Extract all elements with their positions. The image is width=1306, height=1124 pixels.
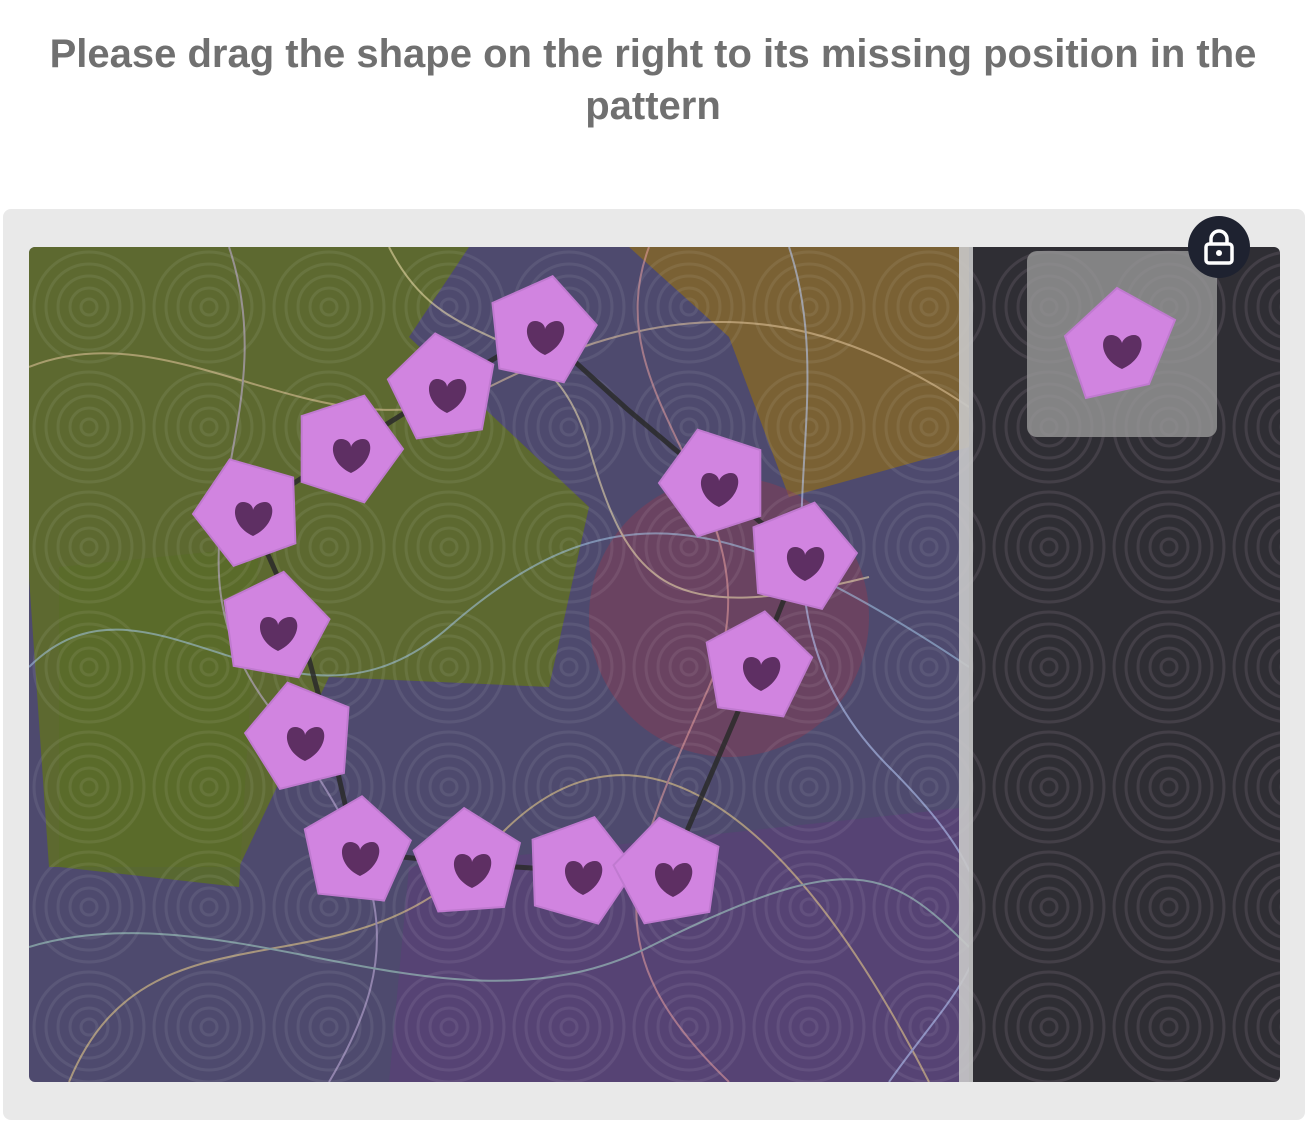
- draggable-piece-tray[interactable]: [1027, 251, 1217, 437]
- heart-icon: [786, 547, 825, 581]
- lock-icon: [1204, 229, 1234, 265]
- pattern-piece: [223, 570, 331, 679]
- pattern-piece: [612, 816, 720, 925]
- heart-icon: [341, 842, 380, 876]
- heart-icon: [654, 863, 693, 897]
- heart-icon: [700, 473, 739, 507]
- pattern-piece: [705, 610, 814, 718]
- lock-button[interactable]: [1188, 216, 1250, 278]
- pattern-piece: [300, 394, 405, 504]
- panel-divider: [959, 247, 973, 1082]
- heart-icon: [286, 727, 325, 761]
- pattern-piece: [243, 681, 350, 791]
- pattern-piece: [303, 795, 413, 902]
- pattern-piece: [491, 274, 598, 384]
- pattern-piece: [412, 806, 522, 913]
- heart-icon: [428, 379, 467, 413]
- pattern-piece: [531, 816, 637, 925]
- heart-icon: [453, 854, 492, 888]
- instruction-text: Please drag the shape on the right to it…: [49, 32, 1257, 128]
- heart-icon: [526, 321, 565, 355]
- heart-icon: [259, 617, 298, 651]
- pattern-piece: [386, 332, 495, 440]
- pattern-piece: [191, 458, 297, 567]
- ring-texture: [29, 247, 969, 1082]
- pattern-piece: [657, 428, 762, 538]
- heart-icon: [1103, 335, 1142, 369]
- pattern-piece: [752, 501, 859, 611]
- heart-icon: [742, 657, 781, 691]
- heart-icon: [564, 861, 603, 895]
- heart-icon: [332, 439, 371, 473]
- heart-icon: [234, 502, 273, 536]
